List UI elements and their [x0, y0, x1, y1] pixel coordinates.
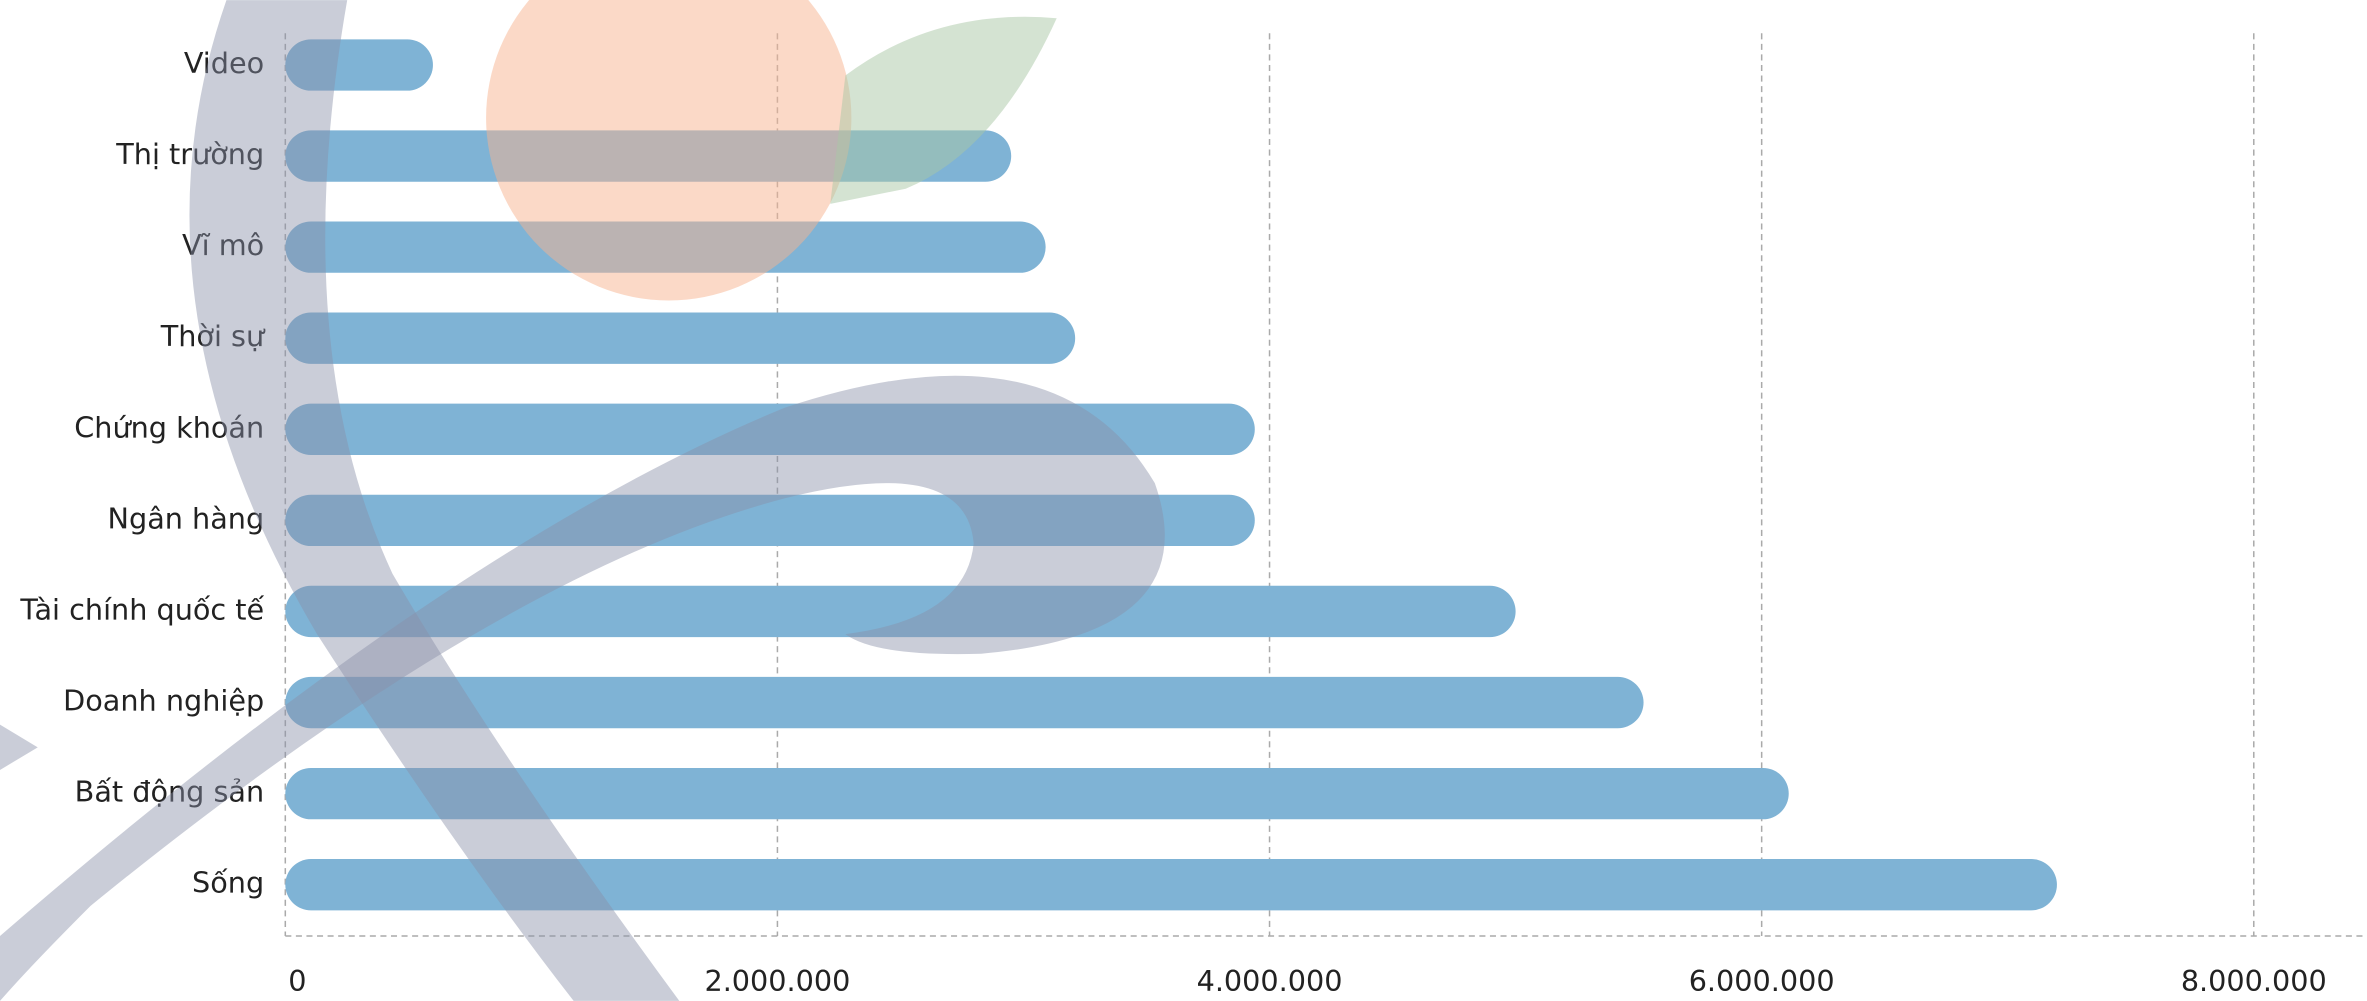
y-tick-label: Bất động sản — [75, 775, 265, 809]
bar — [285, 312, 1076, 364]
bar — [285, 39, 433, 91]
x-tick-label: 0 — [288, 964, 306, 998]
bar — [285, 494, 1255, 547]
bar — [285, 403, 1255, 455]
y-tick-label: Video — [184, 46, 264, 80]
x-tick-label: 2.000.000 — [704, 964, 850, 998]
x-tick-label: 8.000.000 — [2181, 964, 2327, 998]
bar — [285, 585, 1516, 638]
y-tick-label: Thời sự — [160, 319, 266, 353]
x-tick-label: 6.000.000 — [1689, 964, 1835, 998]
y-tick-label: Sống — [192, 866, 264, 900]
x-tick-label: 4.000.000 — [1197, 964, 1343, 998]
bars: 0 2.000.000 4.000.000 6.000.000 8.000.000 Vid… — [19, 33, 2367, 998]
bar — [285, 130, 1012, 182]
bar — [285, 859, 2057, 911]
y-tick-label: Doanh nghiệp — [63, 684, 264, 718]
bar — [285, 767, 1789, 820]
y-tick-label: Ngân hàng — [108, 501, 265, 535]
y-tick-label: Tài chính quốc tế — [19, 592, 264, 626]
bar — [285, 221, 1046, 273]
y-tick-label: Vĩ mô — [182, 228, 264, 262]
y-tick-label: Chứng khoán — [74, 410, 264, 444]
bar — [285, 676, 1644, 729]
y-tick-label: Thị trường — [115, 137, 264, 171]
watermark-tip — [0, 724, 38, 770]
